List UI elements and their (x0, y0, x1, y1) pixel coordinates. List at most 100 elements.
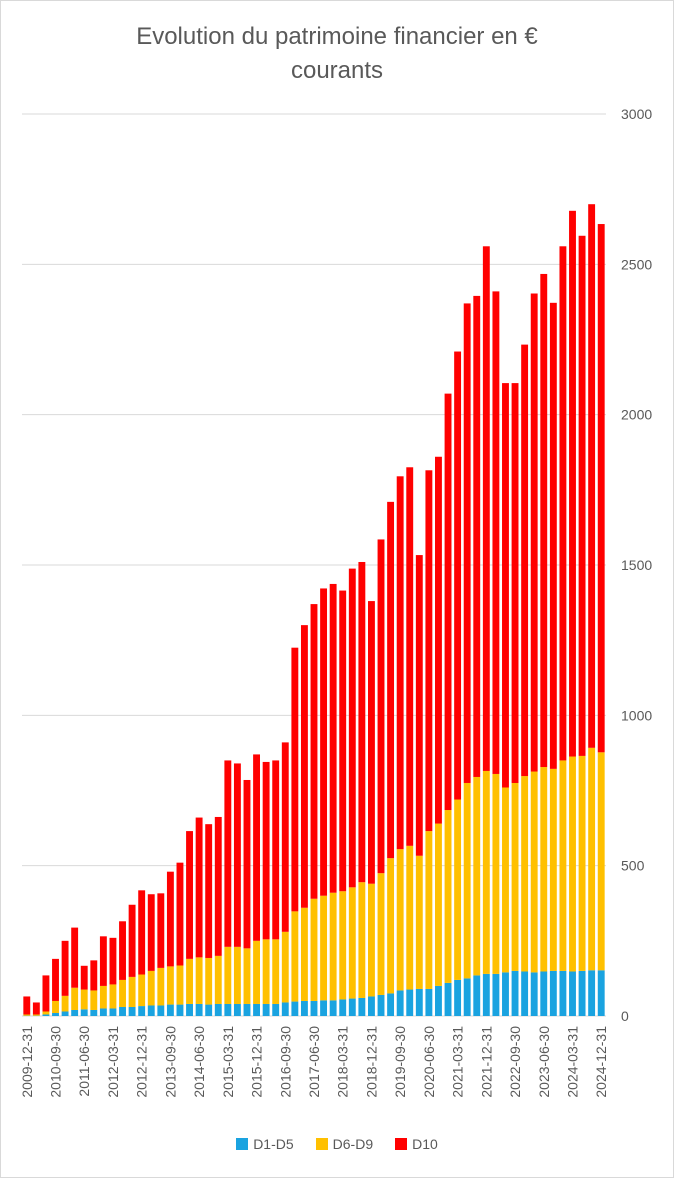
x-tick-label: 2015-12-31 (249, 1026, 265, 1098)
bar-segment-d1-d5 (109, 1008, 117, 1016)
bar-segment-d10 (253, 754, 260, 941)
bar-segment-d6-d9 (214, 955, 222, 1004)
y-axis-ticks: 0 500 1000 1500 2000 2500 3000 (621, 106, 652, 1024)
x-tick-label: 2017-06-30 (306, 1026, 322, 1098)
bar-segment-d10 (597, 224, 605, 753)
x-tick-label: 2015-03-31 (220, 1026, 236, 1098)
bar-segment-d1-d5 (224, 1003, 232, 1016)
x-tick-label: 2018-03-31 (335, 1026, 351, 1098)
bar-segment-d10 (32, 1002, 40, 1015)
bar-segment-d1-d5 (368, 996, 375, 1016)
bar-segment-d1-d5 (435, 985, 442, 1016)
bar-segment-d6-d9 (435, 823, 442, 986)
bar-segment-d6-d9 (224, 946, 232, 1004)
bar-segment-d1-d5 (166, 1004, 174, 1016)
x-tick-label: 2023-06-30 (536, 1026, 552, 1098)
x-tick-label: 2020-06-30 (421, 1026, 437, 1098)
y-tick-label: 3000 (621, 106, 652, 122)
bar-segment-d10 (348, 568, 356, 888)
bar-segment-d6-d9 (540, 767, 548, 972)
bar-segment-d1-d5 (42, 1014, 50, 1016)
bar-segment-d1-d5 (119, 1006, 126, 1016)
bar-segment-d6-d9 (396, 849, 404, 991)
bar-segment-d6-d9 (482, 770, 490, 974)
bar-segment-d1-d5 (157, 1005, 165, 1016)
bar-segment-d6-d9 (377, 873, 385, 995)
bar-segment-d1-d5 (454, 979, 462, 1016)
bar-segment-d1-d5 (425, 988, 433, 1016)
bar-segment-d6-d9 (329, 892, 337, 1001)
y-tick-label: 1000 (621, 707, 652, 723)
x-tick-label: 2010-09-30 (48, 1026, 64, 1098)
bars (23, 204, 605, 1016)
bar-segment-d1-d5 (358, 997, 366, 1016)
bar-segment-d10 (205, 824, 213, 958)
bar-segment-d10 (482, 246, 490, 771)
bar-segment-d10 (521, 344, 529, 777)
bar-segment-d6-d9 (281, 931, 289, 1003)
bar-segment-d6-d9 (176, 965, 184, 1005)
bar-segment-d6-d9 (23, 1014, 31, 1016)
bar-segment-d10 (492, 291, 500, 774)
x-tick-label: 2016-09-30 (277, 1026, 293, 1098)
bar-segment-d6-d9 (387, 858, 395, 994)
bar-segment-d10 (176, 862, 184, 966)
bar-segment-d1-d5 (300, 1000, 308, 1016)
legend-label-d10: D10 (412, 1136, 438, 1152)
x-tick-label: 2021-12-31 (478, 1026, 494, 1098)
bar-segment-d10 (300, 625, 308, 908)
bar-segment-d1-d5 (243, 1003, 251, 1016)
bar-segment-d6-d9 (339, 891, 347, 1000)
bar-segment-d1-d5 (559, 970, 567, 1016)
bar-segment-d1-d5 (61, 1011, 69, 1016)
bar-segment-d6-d9 (195, 957, 203, 1004)
bar-segment-d1-d5 (597, 970, 605, 1016)
bar-segment-d10 (61, 940, 69, 996)
bar-segment-d1-d5 (99, 1008, 107, 1016)
bar-segment-d1-d5 (502, 972, 509, 1016)
bar-segment-d6-d9 (71, 987, 79, 1010)
bar-segment-d10 (425, 470, 433, 832)
bar-segment-d10 (569, 210, 576, 757)
bar-segment-d10 (578, 235, 586, 756)
bar-segment-d6-d9 (186, 958, 193, 1004)
bar-segment-d1-d5 (205, 1004, 213, 1016)
legend-swatch-d1-d5 (236, 1138, 249, 1150)
bar-segment-d6-d9 (320, 895, 328, 1001)
bar-segment-d6-d9 (99, 985, 107, 1009)
bar-segment-d1-d5 (128, 1006, 136, 1016)
bar-segment-d10 (511, 383, 519, 783)
bar-segment-d6-d9 (138, 974, 146, 1007)
legend-label-d6-d9: D6-D9 (332, 1136, 374, 1152)
bar-segment-d6-d9 (569, 756, 576, 972)
bar-segment-d6-d9 (454, 799, 462, 980)
bar-segment-d10 (128, 904, 136, 977)
bar-segment-d10 (109, 937, 117, 985)
bar-segment-d6-d9 (578, 755, 586, 971)
bar-segment-d10 (119, 921, 126, 980)
bar-segment-d10 (396, 476, 404, 850)
x-tick-label: 2018-12-31 (363, 1026, 379, 1098)
x-tick-label: 2014-06-30 (191, 1026, 207, 1098)
bar-segment-d10 (281, 742, 289, 932)
bar-segment-d1-d5 (521, 971, 529, 1016)
bar-segment-d10 (435, 456, 442, 824)
bar-segment-d1-d5 (71, 1009, 79, 1016)
bar-segment-d10 (377, 539, 385, 874)
bar-segment-d10 (90, 960, 98, 991)
bar-segment-d6-d9 (272, 939, 280, 1004)
x-tick-label: 2022-09-30 (507, 1026, 523, 1098)
bar-segment-d6-d9 (415, 855, 423, 989)
bar-segment-d1-d5 (262, 1003, 270, 1016)
bar-segment-d6-d9 (425, 831, 433, 989)
bar-segment-d1-d5 (138, 1006, 146, 1016)
bar-segment-d1-d5 (444, 982, 452, 1016)
bar-segment-d6-d9 (588, 747, 596, 971)
bar-segment-d10 (444, 393, 452, 811)
bar-segment-d6-d9 (32, 1014, 40, 1016)
bar-segment-d1-d5 (348, 998, 356, 1016)
bar-segment-d6-d9 (109, 984, 117, 1009)
bar-segment-d10 (320, 588, 328, 896)
bar-segment-d1-d5 (80, 1009, 88, 1016)
